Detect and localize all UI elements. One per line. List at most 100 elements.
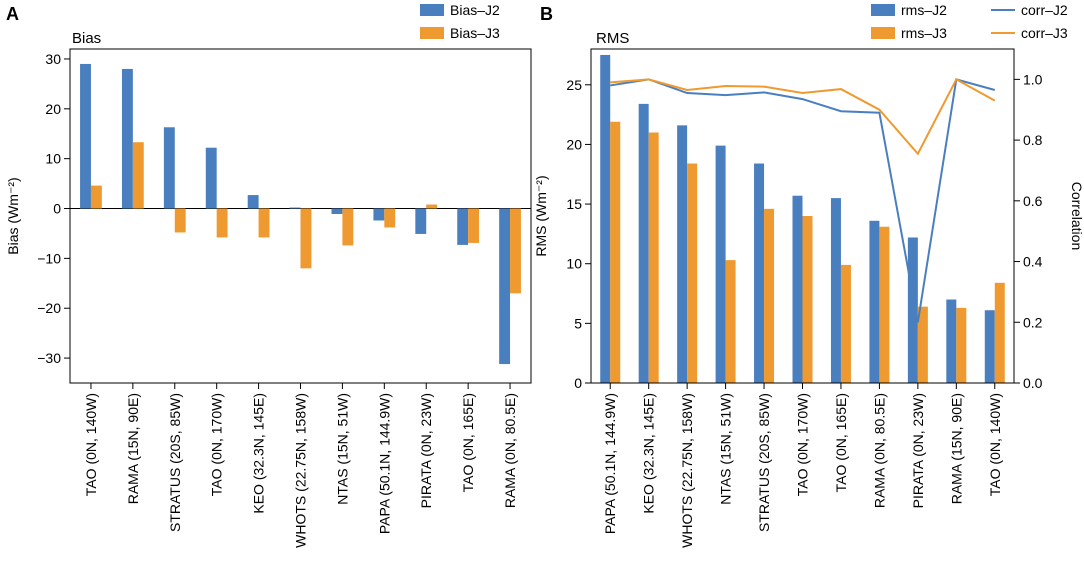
bar-rms-j3 xyxy=(956,307,967,383)
panel-label: A xyxy=(6,4,19,24)
y-tick-label: −30 xyxy=(37,350,61,366)
bar-rms-j2 xyxy=(638,103,649,383)
x-tick-label: PAPA (50.1N, 144.9W) xyxy=(602,393,618,534)
bar-rms-j2 xyxy=(984,310,995,383)
y-tick-label: 10 xyxy=(45,151,61,167)
legend-swatch xyxy=(420,27,444,39)
bar-rms-j3 xyxy=(648,132,659,383)
chart-title: RMS xyxy=(596,30,629,47)
bar-rms-j2 xyxy=(946,299,957,383)
y-tick-label: 5 xyxy=(574,315,582,331)
legend-label: corr–J2 xyxy=(1021,2,1068,18)
bar-bias-j3 xyxy=(510,208,521,294)
bar-rms-j3 xyxy=(917,306,928,383)
line-corr-j2 xyxy=(610,78,996,323)
bar-rms-j2 xyxy=(792,195,803,383)
panel-b: B RMS RMS (Wm⁻²) 0 5 10 15 20 25 0.0 0.2 0.4 0.6 0.8 1… xyxy=(533,2,1084,548)
bar-bias-j2 xyxy=(373,208,385,221)
x-tick-label: RAMA (15N, 90E) xyxy=(948,393,964,504)
y-tick-label: 20 xyxy=(45,101,61,117)
legend: Bias–J2 Bias–J3 xyxy=(420,2,500,41)
bar-rms-j2 xyxy=(600,54,611,383)
panel-a: A Bias Bias (Wm⁻²) 30 20 10 0 −10 −20 −30 TAO (0N,… xyxy=(5,2,532,548)
bar-rms-j2 xyxy=(677,125,688,383)
panel-label: B xyxy=(540,4,553,24)
x-tick-label: STRATUS (20S, 85W) xyxy=(756,393,772,532)
legend-label: Bias–J3 xyxy=(450,25,500,41)
y2-tick-label: 0.8 xyxy=(1023,132,1043,148)
bar-rms-j3 xyxy=(994,282,1005,383)
bar-bias-j2 xyxy=(121,68,133,209)
y-tick-label: 10 xyxy=(566,256,582,272)
bar-rms-j3 xyxy=(764,208,775,383)
x-tick-label: PIRATA (0N, 23W) xyxy=(418,393,434,508)
y-tick-label: 15 xyxy=(566,196,582,212)
bar-rms-j3 xyxy=(879,226,890,383)
y-tick-label: 20 xyxy=(566,136,582,152)
bar-rms-j2 xyxy=(869,220,880,383)
x-tick-label: RAMA (15N, 90E) xyxy=(125,393,141,504)
bar-bias-j2 xyxy=(289,207,301,209)
bar-bias-j2 xyxy=(499,208,511,365)
x-tick-label: NTAS (15N, 51W) xyxy=(334,393,350,505)
bar-rms-j2 xyxy=(830,198,841,383)
x-tick-label: TAO (0N, 140W) xyxy=(987,393,1003,496)
y-tick-label: −20 xyxy=(37,300,61,316)
bar-bias-j2 xyxy=(331,208,343,215)
bar-bias-j2 xyxy=(163,127,175,209)
y2-axis-label: Correlation xyxy=(1069,182,1084,250)
bar-rms-j3 xyxy=(802,216,813,383)
plot-frame xyxy=(590,48,1015,384)
x-tick-label: TAO (0N, 165E) xyxy=(833,393,849,492)
bar-bias-j2 xyxy=(457,208,469,245)
bar-bias-j3 xyxy=(384,208,396,228)
y-tick-label: 25 xyxy=(566,77,582,93)
bar-bias-j2 xyxy=(80,63,91,209)
y2-tick-label: 0.4 xyxy=(1023,254,1043,270)
x-tick-label: TAO (0N, 140W) xyxy=(83,393,99,496)
bar-rms-j3 xyxy=(687,163,698,383)
bar-bias-j3 xyxy=(468,208,480,243)
bar-rms-j2 xyxy=(907,237,918,383)
bar-bias-j3 xyxy=(426,204,438,209)
y2-tick-label: 0.6 xyxy=(1023,193,1043,209)
bar-rms-j2 xyxy=(754,163,765,383)
bar-bias-j2 xyxy=(247,195,259,209)
x-tick-label: WHOTS (22.75N, 158W) xyxy=(679,393,695,548)
x-tick-label: TAO (0N, 170W) xyxy=(209,393,225,496)
x-tick-label: PAPA (50.1N, 144.9W) xyxy=(376,393,392,534)
legend-swatch xyxy=(871,4,895,16)
legend-label: rms–J3 xyxy=(901,25,947,41)
x-tick-label: RAMA (0N, 80.5E) xyxy=(871,393,887,508)
bar-bias-j2 xyxy=(205,147,217,209)
x-tick-label: KEO (32.3N, 145E) xyxy=(251,393,267,514)
x-tick-label: WHOTS (22.75N, 158W) xyxy=(293,393,309,548)
x-tick-label: PIRATA (0N, 23W) xyxy=(910,393,926,508)
chart-title: Bias xyxy=(72,30,101,47)
legend-swatch xyxy=(420,4,444,16)
legend-swatch xyxy=(871,27,895,39)
y2-tick-label: 0.2 xyxy=(1023,314,1043,330)
bar-bias-j3 xyxy=(132,142,144,209)
bar-bias-j3 xyxy=(342,208,354,246)
y-tick-label: −10 xyxy=(37,250,61,266)
x-tick-label: TAO (0N, 170W) xyxy=(795,393,811,496)
bar-bias-j3 xyxy=(90,185,102,209)
bar-rms-j2 xyxy=(715,145,726,383)
legend-label: rms–J2 xyxy=(901,2,947,18)
x-tick-label: KEO (32.3N, 145E) xyxy=(641,393,657,514)
x-tick-label: TAO (0N, 165E) xyxy=(460,393,476,492)
bar-rms-j3 xyxy=(840,264,851,383)
bar-rms-j3 xyxy=(725,260,736,383)
bar-rms-j3 xyxy=(610,121,621,383)
y-tick-label: 0 xyxy=(53,201,61,217)
y-axis-label: Bias (Wm⁻²) xyxy=(5,177,21,254)
plot-frame xyxy=(69,48,532,384)
legend: rms–J2 rms–J3 corr–J2 corr–J3 xyxy=(871,2,1068,41)
y2-tick-label: 1.0 xyxy=(1023,71,1043,87)
x-tick-label: RAMA (0N, 80.5E) xyxy=(502,393,518,508)
legend-label: Bias–J2 xyxy=(450,2,500,18)
legend-label: corr–J3 xyxy=(1021,25,1068,41)
y-tick-label: 30 xyxy=(45,51,61,67)
